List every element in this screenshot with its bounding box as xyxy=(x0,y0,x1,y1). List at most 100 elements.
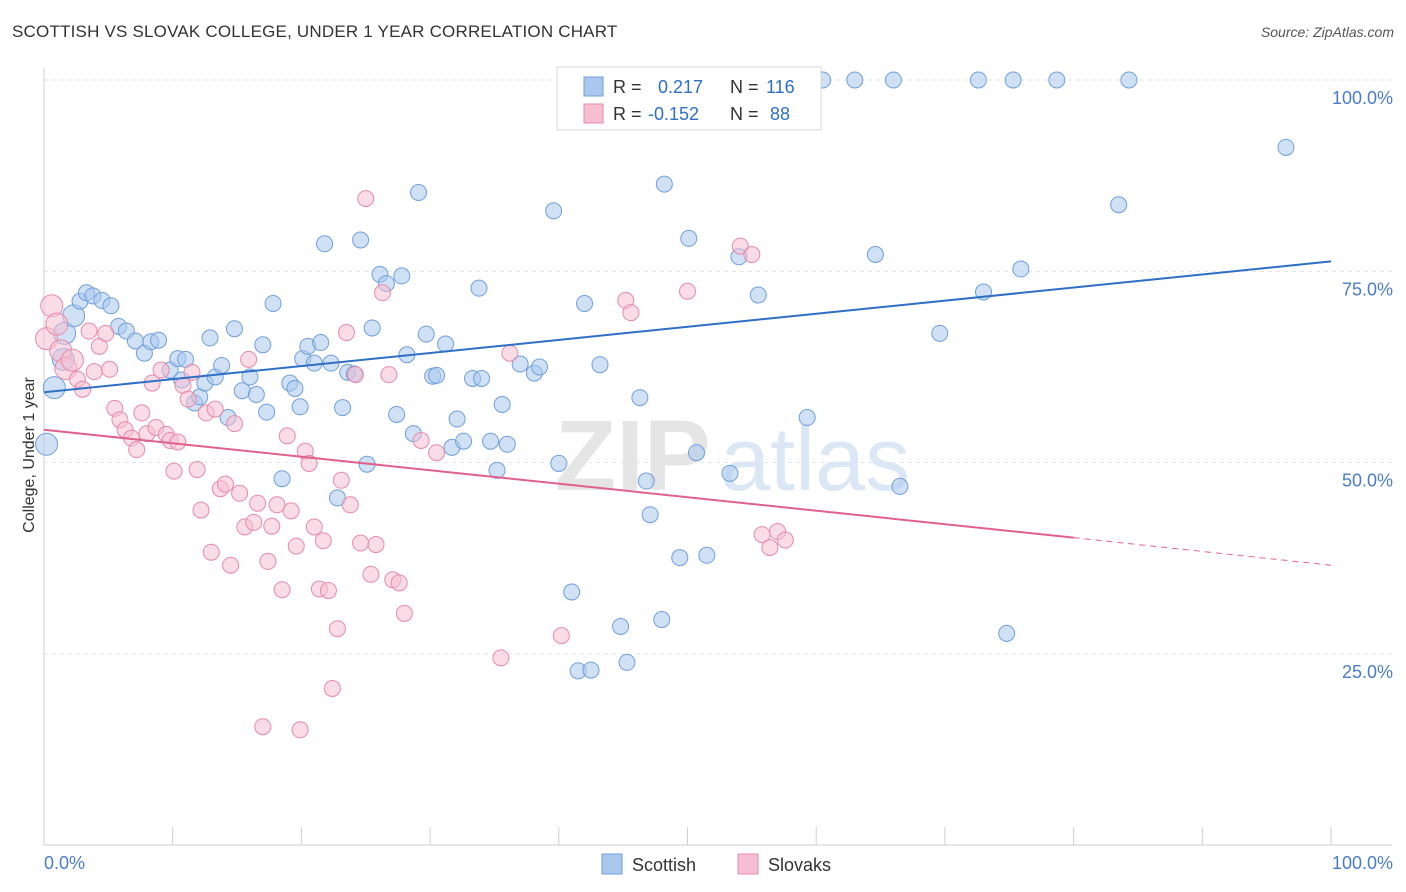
slovak-point xyxy=(300,454,318,472)
watermark-zip: ZIP xyxy=(555,400,711,512)
slovak-point xyxy=(390,574,408,592)
axes xyxy=(43,68,1392,846)
legend-r-label-2: R = xyxy=(613,104,642,124)
scottish-point xyxy=(273,470,291,488)
slovak-point xyxy=(273,581,291,599)
scottish-point xyxy=(247,386,265,404)
scottish-point xyxy=(241,368,259,386)
slovak-point xyxy=(341,496,359,514)
slovak-point xyxy=(128,441,146,459)
scottish-point xyxy=(388,405,406,423)
scottish-point xyxy=(498,435,516,453)
x-tick-label: 100.0% xyxy=(1332,853,1393,873)
scottish-point xyxy=(35,432,59,456)
scottish-point xyxy=(264,294,282,312)
scottish-point xyxy=(428,366,446,384)
legend-n-value-1: 116 xyxy=(766,77,795,97)
slovak-point xyxy=(222,556,240,574)
legend-n-value-2: 88 xyxy=(770,104,790,124)
grid-lines xyxy=(44,79,1392,655)
slovak-point xyxy=(188,461,206,479)
slovak-point xyxy=(492,649,510,667)
slovak-point xyxy=(380,366,398,384)
slovak-point xyxy=(776,531,794,549)
legend-n-label-1: N = xyxy=(730,77,759,97)
scottish-point xyxy=(213,356,231,374)
slovak-point xyxy=(761,539,779,557)
slovak-point xyxy=(287,537,305,555)
slovak-point xyxy=(328,620,346,638)
slovak-point xyxy=(305,518,323,536)
watermark-atlas: atlas xyxy=(720,410,910,510)
scottish-point xyxy=(680,229,698,247)
slovak-point xyxy=(501,344,519,362)
slovak-point xyxy=(337,324,355,342)
y-tick-label: 75.0% xyxy=(1342,279,1393,299)
scottish-point xyxy=(316,235,334,253)
slovak-point xyxy=(179,390,197,408)
slovak-point xyxy=(332,471,350,489)
slovak-point xyxy=(314,532,332,550)
slovak-point xyxy=(319,581,337,599)
scottish-point xyxy=(470,279,488,297)
slovak-point xyxy=(259,552,277,570)
scottish-point xyxy=(1277,138,1295,156)
slovak-point xyxy=(362,565,380,583)
legend-r-value-2: -0.152 xyxy=(648,104,699,124)
scottish-point xyxy=(291,398,309,416)
slovak-point xyxy=(428,444,446,462)
scottish-point xyxy=(998,624,1016,642)
slovak-point xyxy=(282,502,300,520)
scottish-point xyxy=(582,661,600,679)
scottish-point xyxy=(545,202,563,220)
slovak-point xyxy=(731,237,749,255)
scottish-point xyxy=(591,356,609,374)
scottish-point xyxy=(576,294,594,312)
slovak-point xyxy=(412,431,430,449)
scottish-point xyxy=(637,472,655,490)
slovak-point xyxy=(278,427,296,445)
scottish-point xyxy=(511,355,529,373)
scottish-point xyxy=(698,546,716,564)
scottish-point xyxy=(455,432,473,450)
scottish-point xyxy=(393,267,411,285)
slovak-point xyxy=(346,366,364,384)
scottish-point xyxy=(225,320,243,338)
scottish-point xyxy=(150,331,168,349)
slovak-point xyxy=(395,604,413,622)
slovak-point xyxy=(169,433,187,451)
scottish-point xyxy=(550,454,568,472)
scottish-point xyxy=(891,477,909,495)
slovak-point xyxy=(97,324,115,342)
scottish-point xyxy=(312,334,330,352)
x-tick-labels: 0.0% 100.0% xyxy=(44,853,1393,873)
scottish-point xyxy=(749,286,767,304)
scottish-point xyxy=(688,444,706,462)
slovak-point xyxy=(373,284,391,302)
bottom-legend-scottish: Scottish xyxy=(632,855,696,875)
slovak-point xyxy=(85,363,103,381)
bottom-legend: Scottish Slovaks xyxy=(601,853,831,875)
slovak-point xyxy=(743,245,761,263)
scottish-point xyxy=(417,325,435,343)
y-axis-label: College, Under 1 year xyxy=(21,377,38,533)
scottish-point xyxy=(352,231,370,249)
scottish-point xyxy=(721,464,739,482)
scottish-point xyxy=(102,297,120,315)
scottish-point xyxy=(846,71,864,89)
x-tick-label: 0.0% xyxy=(44,853,85,873)
slovak-point xyxy=(216,475,234,493)
slovak-point xyxy=(323,679,341,697)
slovak-point xyxy=(367,536,385,554)
slovak-point xyxy=(245,513,263,531)
scottish-point xyxy=(641,506,659,524)
bottom-legend-slovaks: Slovaks xyxy=(768,855,831,875)
slovak-trend-line xyxy=(43,428,1074,539)
slovak-point xyxy=(268,496,286,514)
scottish-point xyxy=(612,617,630,635)
bottom-legend-swatch-slovak xyxy=(737,853,759,875)
scottish-point xyxy=(334,399,352,417)
scottish-point xyxy=(488,461,506,479)
bottom-legend-swatch-scottish xyxy=(601,853,623,875)
